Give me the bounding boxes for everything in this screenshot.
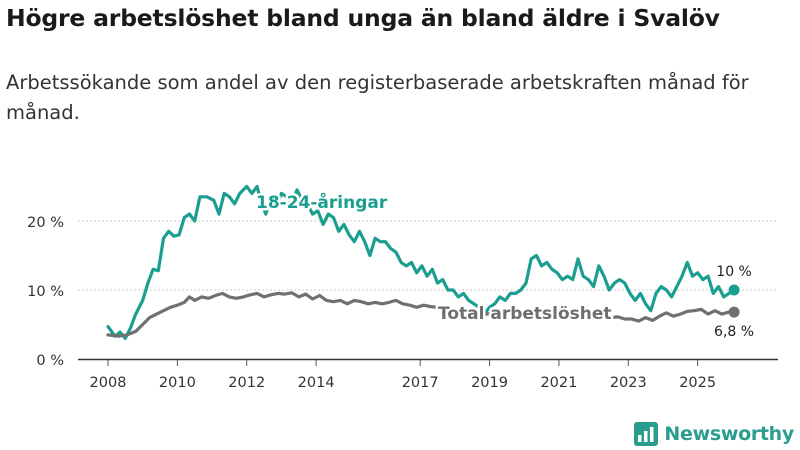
y-tick-label: 0 % (36, 353, 64, 369)
total-series-line (106, 291, 736, 338)
x-tick-label: 2017 (402, 375, 439, 391)
y-tick-label: 20 % (27, 215, 64, 231)
brand-logo: Newsworthy (634, 420, 794, 448)
x-tick-label: 2008 (90, 375, 127, 391)
total-series-label: Total arbetslöshet (438, 304, 612, 324)
total-end-point (728, 306, 740, 318)
youth-series-line (106, 184, 736, 340)
x-tick-label: 2010 (159, 375, 196, 391)
x-tick-label: 2019 (471, 375, 508, 391)
total-end-value-label: 6,8 % (714, 324, 754, 340)
x-tick-label: 2012 (228, 375, 265, 391)
youth-end-point (728, 284, 740, 296)
newsworthy-logo-icon (634, 422, 659, 446)
x-tick-label: 2023 (610, 375, 647, 391)
chart-title: Högre arbetslöshet bland unga än bland ä… (6, 4, 720, 32)
x-tick-label: 2025 (679, 375, 716, 391)
youth-end-value-label: 10 % (716, 264, 752, 280)
brand-name: Newsworthy (664, 423, 794, 445)
x-tick-label: 2021 (540, 375, 577, 391)
x-tick-label: 2014 (298, 375, 335, 391)
chart-subtitle: Arbetssökande som andel av den registerb… (6, 71, 749, 124)
y-tick-label: 10 % (27, 284, 64, 300)
youth-series-label: 18-24-åringar (256, 191, 388, 213)
